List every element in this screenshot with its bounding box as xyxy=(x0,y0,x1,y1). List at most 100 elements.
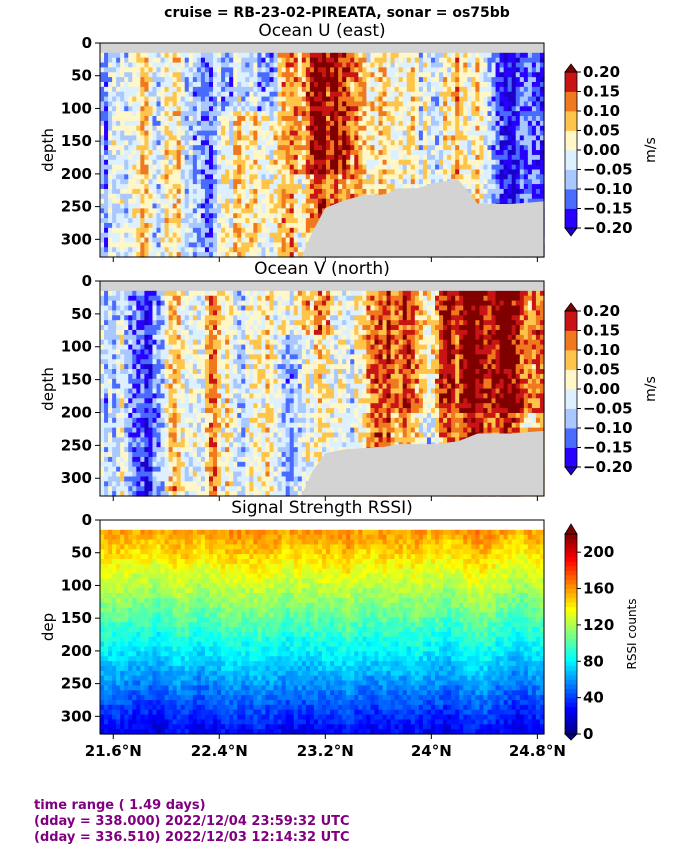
field-cell xyxy=(305,184,311,190)
field-cell xyxy=(253,116,259,122)
field-cell xyxy=(184,184,190,190)
field-cell xyxy=(455,91,460,98)
field-cell xyxy=(120,403,125,409)
field-cell xyxy=(531,179,537,185)
field-cell xyxy=(281,57,287,64)
field-cell xyxy=(104,145,109,151)
field-cell xyxy=(338,159,343,166)
field-cell xyxy=(475,116,481,122)
field-cell xyxy=(358,188,363,195)
field-cell xyxy=(317,96,323,103)
field-cell xyxy=(439,67,444,73)
field-cell xyxy=(386,86,392,93)
field-cell xyxy=(382,154,388,161)
field-cell xyxy=(184,72,190,78)
field-cell xyxy=(398,174,404,180)
field-cell xyxy=(495,72,501,78)
field-cell xyxy=(394,77,400,83)
field-cell xyxy=(237,184,242,190)
field-cell xyxy=(366,77,372,83)
field-cell xyxy=(196,164,202,171)
field-cell xyxy=(184,62,190,68)
field-cell xyxy=(475,101,481,107)
field-cell xyxy=(426,67,432,73)
field-cell xyxy=(245,120,250,127)
field-cell xyxy=(305,140,311,146)
field-cell xyxy=(535,77,541,83)
field-cell xyxy=(435,77,440,83)
field-cell xyxy=(459,96,464,103)
field-cell xyxy=(265,81,271,88)
field-cell xyxy=(281,130,287,137)
field-cell xyxy=(237,174,242,180)
colorbar-level xyxy=(565,130,577,151)
field-cell xyxy=(507,116,513,122)
field-cell xyxy=(354,62,359,68)
field-cell xyxy=(285,213,291,219)
field-cell xyxy=(100,72,105,78)
field-cell xyxy=(221,213,226,219)
field-cell xyxy=(192,86,198,93)
field-cell xyxy=(350,125,355,132)
field-cell xyxy=(305,86,311,93)
field-cell xyxy=(188,232,194,239)
field-cell xyxy=(164,213,170,219)
field-cell xyxy=(386,154,392,161)
field-cell xyxy=(398,154,404,161)
field-cell xyxy=(539,91,545,98)
field-cell xyxy=(334,164,339,171)
field-cell xyxy=(152,159,158,166)
field-cell xyxy=(406,150,412,156)
field-cell xyxy=(257,218,263,224)
field-cell xyxy=(112,218,117,224)
field-cell xyxy=(156,227,162,234)
field-cell xyxy=(309,218,315,224)
field-cell xyxy=(362,86,367,93)
field-cell xyxy=(527,62,533,68)
field-cell xyxy=(499,140,505,146)
field-cell xyxy=(160,125,166,132)
field-cell xyxy=(289,174,295,180)
field-cell xyxy=(156,52,162,59)
colorbar-level xyxy=(565,169,577,190)
field-cell xyxy=(192,116,198,122)
field-cell xyxy=(293,174,299,180)
field-cell xyxy=(164,116,170,122)
field-cell xyxy=(354,111,359,117)
field-cell xyxy=(535,81,541,88)
field-cell xyxy=(515,77,521,83)
field-cell xyxy=(241,130,246,137)
field-cell xyxy=(390,106,396,112)
field-cell xyxy=(225,184,230,190)
field-cell xyxy=(168,237,174,244)
field-cell xyxy=(479,62,485,68)
field-cell xyxy=(148,232,154,239)
field-cell xyxy=(515,52,521,59)
y-tick-label: 150 xyxy=(61,132,92,150)
field-cell xyxy=(487,111,493,117)
field-cell xyxy=(479,198,485,205)
field-cell xyxy=(439,120,444,127)
field-cell xyxy=(148,198,154,205)
field-cell xyxy=(116,111,121,117)
field-cell xyxy=(535,57,541,64)
field-cell xyxy=(342,164,347,171)
field-cell xyxy=(261,169,267,175)
field-cell xyxy=(128,383,133,390)
field-cell xyxy=(313,81,319,88)
field-cell xyxy=(439,72,444,78)
field-cell xyxy=(208,208,214,214)
field-cell xyxy=(132,159,137,166)
field-cell xyxy=(132,237,137,244)
field-cell xyxy=(410,77,416,83)
field-cell xyxy=(269,135,275,141)
field-cell xyxy=(277,91,283,98)
field-cell xyxy=(176,67,182,73)
field-cell xyxy=(192,203,198,209)
colorbar-tick-label: −0.05 xyxy=(583,161,633,179)
field-cell xyxy=(354,179,359,185)
field-cell xyxy=(233,106,238,112)
field-cell xyxy=(406,96,412,103)
field-cell xyxy=(507,81,513,88)
field-cell xyxy=(120,471,125,478)
